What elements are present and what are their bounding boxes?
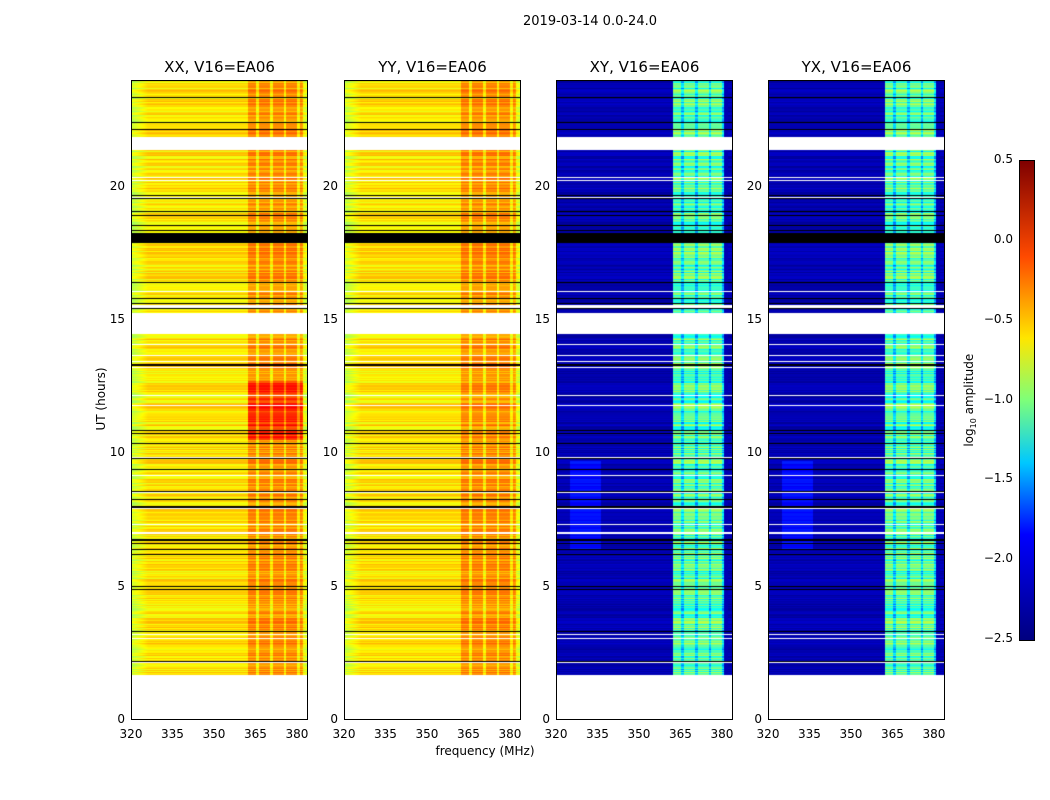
x-tick-label: 320 — [756, 727, 780, 741]
x-tick-label: 380 — [498, 727, 522, 741]
colorbar-tick-label: −1.5 — [983, 471, 1013, 486]
y-tick-label: 0 — [117, 712, 125, 726]
heatmap-image — [131, 80, 308, 720]
x-tick-label: 365 — [457, 727, 480, 741]
x-tick-label: 350 — [202, 727, 226, 741]
x-tick-label: 320 — [119, 727, 143, 741]
colorbar-tick-label: −1.0 — [983, 391, 1013, 406]
y-tick-label: 0 — [754, 712, 762, 726]
y-tick-label: 20 — [109, 178, 125, 193]
y-tick-label: 5 — [330, 578, 338, 593]
colorbar-tick-label: 0.5 — [993, 152, 1013, 166]
y-tick-label: 15 — [534, 312, 550, 326]
x-tick-label: 335 — [586, 727, 609, 741]
panel-xy: XY, V16=EA06 320 335 350 365 380 0 5 10 15 20 — [535, 58, 734, 741]
x-tick-label: 350 — [415, 727, 439, 741]
y-tick-label: 10 — [746, 445, 762, 460]
panel-yy: YY, V16=EA06 320 335 350 365 380 0 5 10 15 20 — [323, 58, 522, 741]
heatmap-image — [344, 80, 521, 720]
x-tick-label: 380 — [285, 727, 309, 741]
x-axis-label: frequency (MHz) — [435, 744, 535, 758]
y-tick-label: 10 — [534, 445, 550, 460]
x-tick-label: 365 — [881, 727, 904, 741]
x-tick-label: 320 — [332, 727, 356, 741]
y-tick-label: 5 — [542, 578, 550, 593]
y-tick-label: 0 — [542, 712, 550, 726]
panel-title: YX, V16=EA06 — [801, 58, 912, 76]
x-tick-label: 365 — [669, 727, 692, 741]
x-tick-label: 380 — [710, 727, 734, 741]
axes-frame — [556, 80, 733, 720]
colorbar — [1019, 160, 1035, 641]
panel-xx: XX, V16=EA06 320 335 350 365 380 0 5 10 15 20 — [110, 58, 309, 741]
y-tick-label: 10 — [109, 445, 125, 460]
y-tick-label: 20 — [534, 178, 550, 193]
panel-title: YY, V16=EA06 — [378, 58, 487, 76]
y-tick-label: 15 — [746, 312, 762, 326]
axes-frame — [344, 80, 521, 720]
heatmap-image — [556, 80, 733, 720]
colorbar-tick-label: −2.5 — [983, 631, 1013, 645]
x-tick-label: 365 — [244, 727, 267, 741]
y-tick-label: 10 — [322, 445, 338, 460]
axes-frame — [768, 80, 945, 720]
x-tick-label: 335 — [374, 727, 397, 741]
panel-title: XY, V16=EA06 — [589, 58, 700, 76]
y-axis-label: UT (hours) — [94, 367, 108, 431]
y-tick-label: 0 — [330, 712, 338, 726]
x-tick-label: 380 — [922, 727, 946, 741]
y-tick-label: 15 — [322, 312, 338, 326]
x-tick-label: 350 — [627, 727, 651, 741]
colorbar-tick-label: −0.5 — [983, 311, 1013, 326]
y-tick-label: 5 — [117, 578, 125, 593]
x-tick-label: 335 — [798, 727, 821, 741]
y-tick-label: 20 — [322, 178, 338, 193]
colorbar-tick-label: −2.0 — [983, 551, 1013, 566]
panel-yx: YX, V16=EA06 320 335 350 365 380 0 5 10 15 20 — [747, 58, 946, 741]
y-tick-label: 15 — [109, 312, 125, 326]
x-tick-label: 350 — [839, 727, 863, 741]
colorbar-label: log10 amplitude — [961, 353, 979, 447]
y-tick-label: 20 — [746, 178, 762, 193]
heatmap-image — [768, 80, 945, 720]
x-tick-label: 320 — [544, 727, 568, 741]
colorbar-tick-label: 0.0 — [993, 231, 1013, 246]
x-tick-label: 335 — [161, 727, 184, 741]
y-tick-label: 5 — [754, 578, 762, 593]
panel-title: XX, V16=EA06 — [164, 58, 275, 76]
axes-frame — [131, 80, 308, 720]
figure-title: 2019-03-14 0.0-24.0 — [523, 14, 657, 29]
